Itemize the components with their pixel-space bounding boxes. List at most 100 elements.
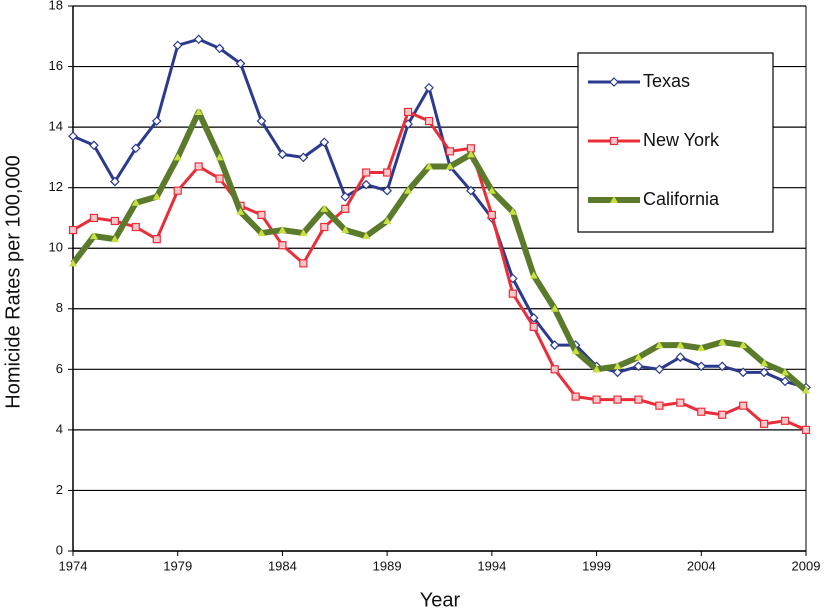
point — [697, 344, 706, 352]
point — [110, 216, 119, 226]
y-tick-label: 14 — [49, 119, 63, 134]
point — [612, 367, 623, 378]
x-tick-label: 2004 — [687, 558, 716, 573]
point — [718, 338, 727, 346]
point — [738, 367, 749, 378]
x-tick-label: 1974 — [59, 558, 88, 573]
point — [215, 174, 224, 183]
point — [298, 152, 309, 163]
point — [654, 364, 665, 375]
y-tick-label: 18 — [49, 0, 63, 12]
point — [215, 153, 224, 161]
point — [655, 401, 664, 410]
point — [299, 229, 308, 237]
point — [173, 186, 182, 195]
point — [487, 186, 496, 194]
point — [194, 162, 203, 171]
point — [592, 395, 601, 404]
point — [130, 143, 141, 154]
point — [675, 352, 686, 363]
point — [717, 361, 728, 372]
point — [382, 185, 392, 196]
x-tick-label: 1984 — [268, 558, 297, 573]
point — [466, 185, 476, 196]
point — [571, 347, 580, 355]
point — [403, 107, 413, 117]
legend-marker — [609, 77, 619, 87]
point — [676, 398, 685, 407]
point — [739, 401, 748, 410]
point — [68, 225, 78, 235]
x-axis-title: Year — [420, 589, 461, 611]
point — [760, 359, 769, 367]
point — [152, 192, 161, 200]
y-tick-label: 10 — [49, 240, 63, 255]
point — [781, 368, 790, 376]
point — [592, 365, 601, 373]
point — [362, 232, 371, 240]
point — [780, 416, 790, 425]
x-tick-label: 1994 — [477, 558, 506, 573]
point — [151, 116, 162, 126]
point — [257, 229, 266, 237]
point — [173, 153, 182, 161]
y-axis-title: Homicide Rates per 100,000 — [2, 155, 24, 408]
y-tick-label: 8 — [56, 300, 63, 315]
point — [131, 198, 140, 206]
point — [236, 207, 245, 215]
point — [320, 222, 329, 232]
point — [383, 168, 392, 177]
y-tick-label: 2 — [56, 482, 63, 497]
point — [257, 210, 266, 220]
point — [194, 107, 203, 115]
point — [676, 341, 685, 349]
point — [235, 58, 246, 69]
point — [425, 162, 434, 170]
point — [214, 43, 225, 54]
point — [780, 376, 790, 387]
point — [341, 226, 350, 234]
point — [110, 235, 119, 243]
point — [89, 213, 99, 223]
legend-label: California — [643, 189, 720, 209]
point — [759, 367, 769, 378]
point — [739, 341, 748, 349]
point — [633, 361, 644, 372]
point — [89, 232, 98, 240]
point — [362, 168, 371, 177]
point — [424, 116, 434, 126]
legend-marker — [609, 136, 619, 146]
legend-label: New York — [643, 130, 720, 150]
point — [340, 191, 351, 202]
x-tick-label: 1979 — [163, 558, 192, 573]
point — [613, 395, 622, 404]
point — [404, 186, 413, 194]
point — [718, 410, 727, 419]
point — [383, 216, 392, 224]
point — [68, 131, 78, 142]
x-tick-label: 1999 — [582, 558, 611, 573]
point — [172, 40, 183, 51]
point — [634, 395, 643, 404]
point — [110, 176, 120, 187]
point — [278, 241, 287, 250]
point — [299, 259, 308, 268]
point — [193, 34, 204, 45]
point — [529, 271, 538, 279]
point — [131, 222, 140, 232]
legend-marker — [610, 196, 618, 203]
point — [801, 425, 811, 434]
point — [361, 179, 372, 190]
point — [341, 204, 350, 213]
series-line — [70, 108, 808, 393]
point — [613, 362, 622, 370]
point — [760, 419, 769, 428]
point — [550, 304, 559, 312]
point — [320, 204, 329, 212]
legend-label: Texas — [643, 71, 690, 91]
point — [487, 210, 496, 220]
point — [445, 147, 455, 156]
point — [528, 313, 539, 323]
point — [508, 289, 517, 298]
point — [445, 162, 454, 170]
